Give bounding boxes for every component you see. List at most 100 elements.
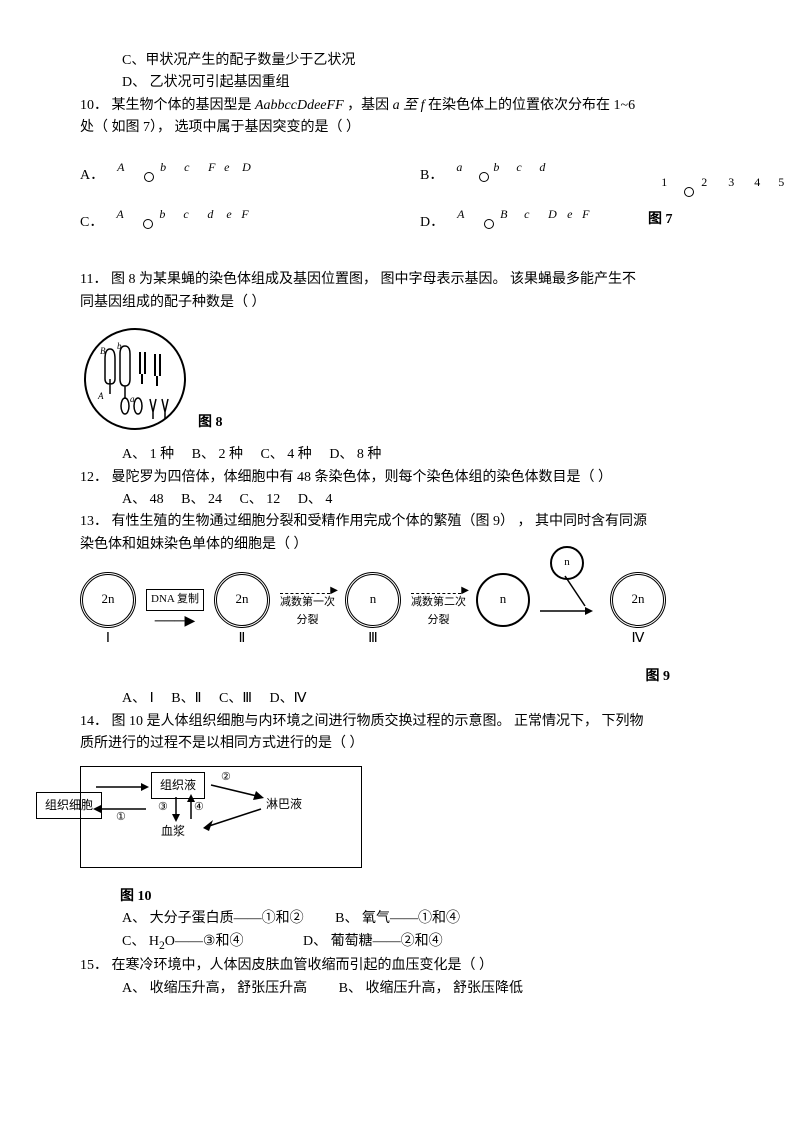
q12-optC: C、 12 (239, 492, 280, 507)
q12-options: A、 48 B、 24 C、 12 D、 4 (80, 489, 720, 511)
cell-label: 2n (631, 589, 644, 610)
q14-num: 14． (80, 714, 108, 729)
num3: ③ (158, 799, 168, 817)
gene-label: d (207, 205, 213, 224)
q10-optD-label: D． (420, 212, 444, 234)
q14-options-row2: C、 H2O——③和④ D、 葡萄糖——②和④ (80, 931, 720, 955)
fig8-container: B b A a 图 8 (80, 324, 720, 434)
q10-text3: 在染色体上的位置依次分布在 1~6 (428, 98, 635, 113)
cell-label: n (500, 589, 507, 610)
cell-label: n (370, 589, 377, 610)
q10-genes: a 至 f (393, 98, 425, 113)
q10-text2: ，基因 (347, 98, 393, 113)
q14-stem2: 质所进行的过程不是以相同方式进行的是（ ） (80, 733, 720, 755)
roman-IV: Ⅳ (610, 628, 666, 650)
cell-label: 2n (102, 589, 115, 610)
q12-optD: D、 4 (298, 492, 333, 507)
q10-stem-2: 处（ 如图 7）， 选项中属于基因突变的是（ ） (80, 117, 720, 139)
gene-label: e (567, 205, 572, 224)
q14-optA: A、 大分子蛋白质——①和② (122, 911, 304, 926)
stage1b-label: 分裂 (296, 614, 318, 626)
gene-label: c (524, 205, 529, 224)
q15-text: 在寒冷环境中，人体因皮肤血管收缩而引起的血压变化是（ ） (112, 958, 494, 973)
stage2b-label: 分裂 (427, 614, 449, 626)
stage2-label: 减数第二次 (411, 596, 466, 608)
dna-box: DNA 复制 (146, 589, 204, 611)
fig10-label: 图 10 (80, 886, 720, 908)
q11-stem2: 同基因组成的配子种数是（ ） (80, 292, 720, 314)
cell-label: n (564, 554, 570, 572)
q11-optB: B、 2 种 (192, 447, 243, 462)
cell-III: n (345, 572, 401, 628)
gene-label: c (183, 205, 188, 224)
q13-stem: 13． 有性生殖的生物通过细胞分裂和受精作用完成个体的繁殖（图 9） ， 其中同… (80, 511, 720, 533)
q14-options-row1: A、 大分子蛋白质——①和② B、 氧气——①和④ (80, 908, 720, 930)
q14-optC: C、 H2O——③和④ (122, 934, 243, 949)
pos-label: 2 (701, 173, 707, 192)
q13-options: A、 Ⅰ B、Ⅱ C、Ⅲ D、Ⅳ (80, 688, 720, 710)
gene-label: e (224, 158, 229, 177)
gene-label: F (241, 205, 248, 224)
svg-text:B: B (100, 346, 106, 356)
q10-genotype: AabbccDdeeFF (255, 98, 344, 113)
q10-optC-label: C． (80, 212, 103, 234)
gene-label: b (160, 158, 166, 177)
gene-label: B (500, 205, 507, 224)
q14-optB: B、 氧气——①和④ (335, 911, 460, 926)
q10-figures: A． A b c F e D C． A b c (80, 150, 720, 260)
q11-optD: D、 8 种 (329, 447, 381, 462)
num4: ④ (194, 799, 204, 817)
q14-stem: 14． 图 10 是人体组织细胞与内环境之间进行物质交换过程的示意图。 正常情况… (80, 711, 720, 733)
cell-label: 2n (235, 589, 248, 610)
gene-label: c (516, 158, 521, 177)
optC-post: O——③和④ (165, 934, 244, 949)
q15-options: A、 收缩压升高， 舒张压升高 B、 收缩压升高， 舒张压降低 (80, 978, 720, 1000)
pos-label: 4 (754, 173, 760, 192)
num1: ① (116, 809, 126, 827)
svg-text:b: b (117, 341, 122, 351)
gene-label: A (116, 205, 123, 224)
q13-stem2: 染色体和姐妹染色单体的细胞是（ ） (80, 534, 720, 556)
q12-text: 曼陀罗为四倍体，体细胞中有 48 条染色体，则每个染色体组的染色体数目是（ ） (112, 470, 613, 485)
cell-n: n (476, 573, 530, 627)
q10-num: 10． (80, 98, 108, 113)
fig10-diagram: 组织细胞 组织液 淋巴液 血浆 ① ② ③ ④ (80, 766, 362, 868)
q15-optB: B、 收缩压升高， 舒张压降低 (339, 981, 523, 996)
q13-optD: D、Ⅳ (269, 691, 306, 706)
pos-label: 5 (778, 173, 784, 192)
q13-text1: 有性生殖的生物通过细胞分裂和受精作用完成个体的繁殖（图 9） ， 其中同时含有同… (112, 514, 648, 529)
gene-label: b (493, 158, 499, 177)
cell-IV: 2n (610, 572, 666, 628)
gene-label: d (539, 158, 545, 177)
fig8-label: 图 8 (198, 412, 223, 434)
q11-optA: A、 1 种 (122, 447, 174, 462)
roman-III: Ⅲ (345, 628, 401, 650)
q15-stem: 15． 在寒冷环境中，人体因皮肤血管收缩而引起的血压变化是（ ） (80, 955, 720, 977)
q10-optA-label: A． (80, 165, 104, 187)
gene-label: F (208, 158, 215, 177)
fig8-cell: B b A a (80, 324, 190, 434)
stage1-label: 减数第一次 (280, 596, 335, 608)
q13-optC: C、Ⅲ (219, 691, 252, 706)
gene-label: c (184, 158, 189, 177)
q12-optB: B、 24 (181, 492, 222, 507)
q14-optD: D、 葡萄糖——②和④ (303, 934, 443, 949)
cell-I: 2n (80, 572, 136, 628)
fig7-label: 图 7 (648, 209, 673, 231)
fig9-diagram: 2n Ⅰ DNA 复制 ───▶ 2n Ⅱ 减数第一次分裂 n Ⅲ 减数第二次分… (80, 571, 720, 651)
q13-num: 13． (80, 514, 108, 529)
q14-text1: 图 10 是人体组织细胞与内环境之间进行物质交换过程的示意图。 正常情况下， 下… (112, 714, 644, 729)
gene-label: D (242, 158, 251, 177)
gene-label: F (582, 205, 589, 224)
q11-num: 11． (80, 272, 107, 287)
svg-text:A: A (97, 391, 104, 401)
roman-II: Ⅱ (214, 628, 270, 650)
pos-label: 1 (661, 173, 667, 192)
q13-optB: B、Ⅱ (171, 691, 201, 706)
gene-label: D (548, 205, 557, 224)
pos-label: 3 (728, 173, 734, 192)
q12-optA: A、 48 (122, 492, 164, 507)
q11-text1: 图 8 为某果蝇的染色体组成及基因位置图， 图中字母表示基因。 该果蝇最多能产生… (111, 272, 636, 287)
q12-num: 12． (80, 470, 108, 485)
q11-optC: C、 4 种 (260, 447, 311, 462)
